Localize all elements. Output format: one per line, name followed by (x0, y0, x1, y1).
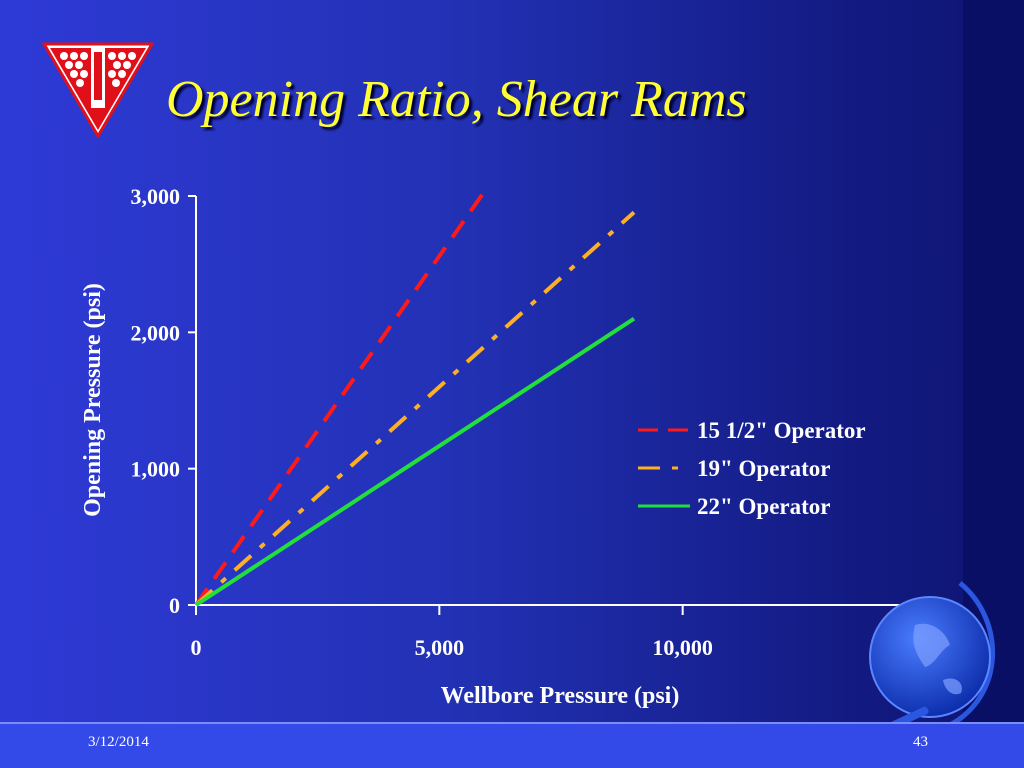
y-axis-label: Opening Pressure (psi) (80, 283, 106, 517)
footer-bar (0, 722, 1024, 768)
x-tick-label: 0 (191, 635, 202, 660)
y-tick-label: 0 (169, 593, 180, 618)
chart-legend: 15 1/2" Operator 19" Operator 22" Operator (638, 418, 866, 519)
chart-lines (194, 192, 636, 607)
x-tick-label: 5,000 (415, 635, 465, 660)
slide-title: Opening Ratio, Shear Rams (166, 71, 747, 128)
series-line (194, 192, 485, 607)
footer-date: 3/12/2014 (88, 734, 149, 750)
y-tick-label: 3,000 (131, 184, 181, 209)
series-line (194, 317, 636, 607)
series-line (194, 210, 636, 607)
legend-label: 15 1/2" Operator (697, 418, 866, 443)
company-logo-icon (42, 42, 154, 138)
legend-label: 19" Operator (697, 456, 831, 481)
x-axis-label: Wellbore Pressure (psi) (441, 683, 680, 709)
globe-icon (869, 581, 995, 738)
y-tick-label: 2,000 (131, 320, 181, 345)
legend-label: 22" Operator (697, 494, 831, 519)
right-dark-band (963, 0, 1024, 722)
x-tick-label: 10,000 (652, 635, 713, 660)
footer-page-number: 43 (913, 734, 928, 750)
y-tick-label: 1,000 (131, 457, 181, 482)
